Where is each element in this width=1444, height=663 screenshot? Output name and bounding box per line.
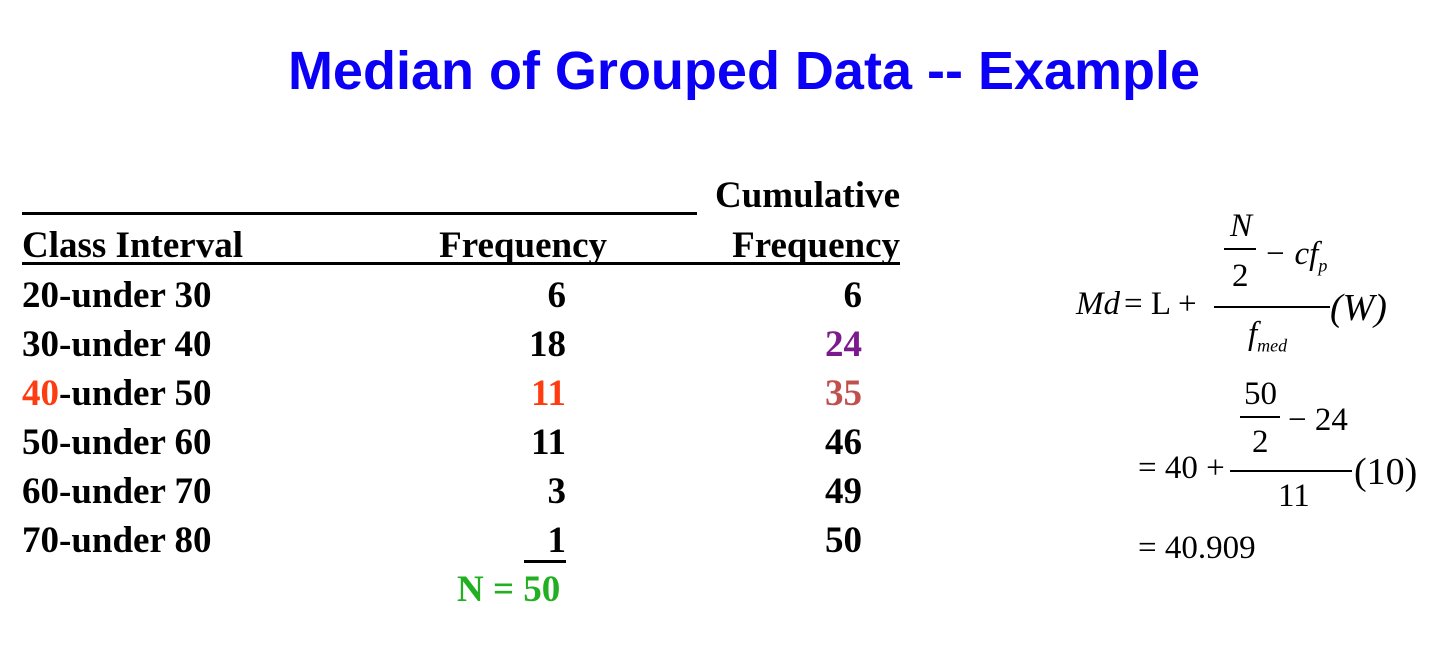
interval-start: 60 [22, 471, 59, 512]
frequency-cell-highlight: 11 [531, 373, 566, 414]
n-symbol: N [1230, 208, 1253, 244]
interval-rest: -under 30 [59, 275, 212, 316]
frequency-cell: 11 [531, 422, 566, 463]
interval-start: 70 [22, 520, 59, 561]
step2-11: 11 [1278, 478, 1310, 514]
step2-2: 2 [1252, 424, 1269, 460]
header-underline [22, 262, 900, 265]
cumulative-cell-highlight-purple: 24 [825, 324, 862, 365]
result: = 40.909 [1138, 530, 1256, 566]
f-med: fmed [1248, 316, 1288, 356]
table-top-rule [22, 212, 697, 215]
cumulative-cell: 50 [825, 520, 862, 561]
page-title: Median of Grouped Data -- Example [287, 41, 1201, 101]
total-n: N = 50 [457, 569, 561, 610]
table-row: 70-under 80 [22, 521, 211, 561]
header-frequency: Frequency [439, 225, 607, 266]
header-cumulative-frequency: Frequency [732, 225, 900, 266]
inner-fraction-bar [1224, 248, 1256, 250]
frequency-cell: 1 [547, 520, 567, 561]
step2-width: (10) [1354, 451, 1418, 493]
table-row: 20-under 30 [22, 276, 211, 316]
table-row-median-class: 40-under 50 [22, 374, 211, 414]
interval-rest: -under 80 [59, 520, 212, 561]
cumulative-cell-highlight-brown: 35 [825, 373, 862, 414]
main-fraction-bar [1214, 306, 1330, 308]
step2-main-bar [1230, 470, 1352, 472]
width-term: (W) [1330, 287, 1387, 329]
frequency-cell: 3 [547, 471, 567, 512]
step2-prefix: = 40 + [1138, 450, 1225, 486]
frequency-cell: 6 [547, 275, 567, 316]
interval-start-highlight: 40 [22, 373, 59, 414]
interval-start: 30 [22, 324, 59, 365]
interval-rest: -under 50 [59, 373, 212, 414]
eq-l-plus: = L + [1124, 286, 1197, 322]
header-class-interval: Class Interval [22, 225, 243, 266]
inner-denominator-2: 2 [1232, 258, 1249, 294]
cumulative-cell: 46 [825, 422, 862, 463]
step2-inner-bar [1240, 416, 1280, 418]
interval-rest: -under 70 [59, 471, 212, 512]
interval-rest: -under 60 [59, 422, 212, 463]
interval-start: 20 [22, 275, 59, 316]
header-cumulative: Cumulative [715, 175, 900, 216]
step2-minus-24: − 24 [1288, 402, 1348, 438]
step2-50: 50 [1244, 376, 1277, 412]
interval-rest: -under 40 [59, 324, 212, 365]
md-symbol: Md [1076, 286, 1120, 322]
table-row: 60-under 70 [22, 472, 211, 512]
sum-underline [524, 560, 566, 563]
interval-start: 50 [22, 422, 59, 463]
table-row: 50-under 60 [22, 423, 211, 463]
minus-cfp: − cfp [1264, 236, 1328, 276]
table-row: 30-under 40 [22, 325, 211, 365]
frequency-cell: 18 [529, 324, 566, 365]
cumulative-cell: 6 [843, 275, 863, 316]
cumulative-cell: 49 [825, 471, 862, 512]
